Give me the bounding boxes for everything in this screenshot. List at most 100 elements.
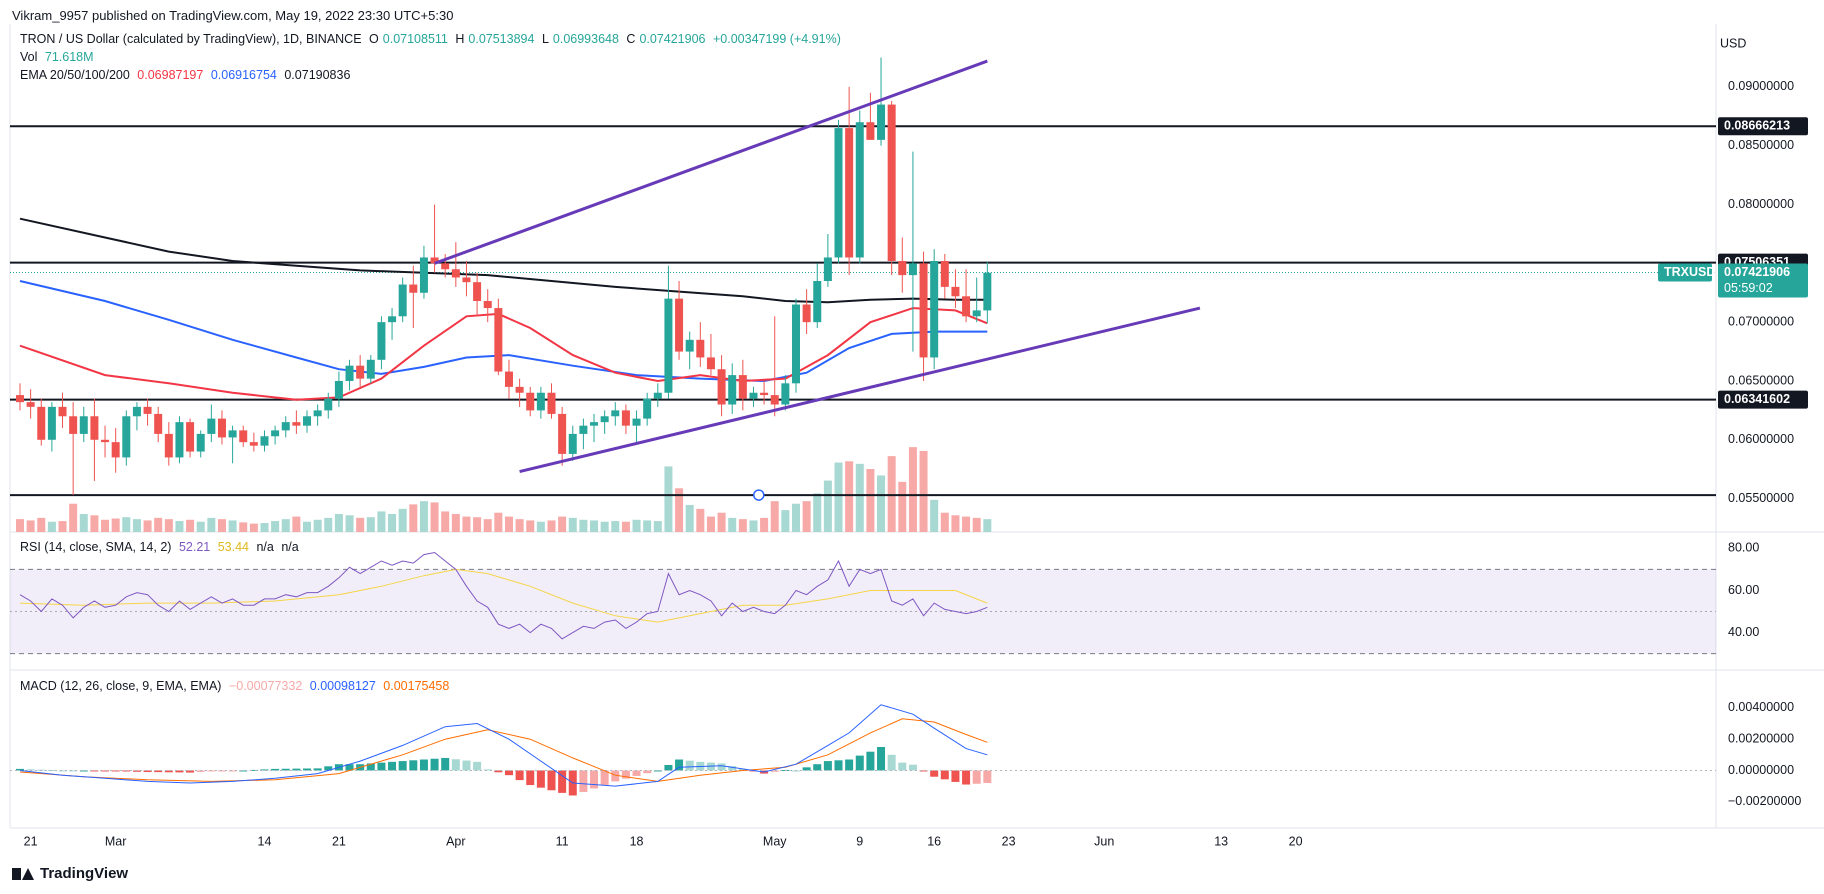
macd-hist-bar xyxy=(898,762,907,771)
volume-bar xyxy=(37,517,46,532)
macd-hist-bar xyxy=(621,770,630,779)
candle-body xyxy=(281,422,290,431)
candle-body xyxy=(90,416,99,440)
candle-body xyxy=(334,380,343,399)
macd-hist-bar xyxy=(249,769,258,771)
volume-bar xyxy=(441,511,450,532)
macd-hist-bar xyxy=(515,770,524,781)
macd-hist-bar xyxy=(164,770,173,773)
price-badge: 0.08666213 xyxy=(1724,118,1790,132)
volume-bar xyxy=(962,516,971,532)
macd-hist-bar xyxy=(377,762,386,771)
macd-hist-bar xyxy=(813,764,822,771)
candle-body xyxy=(430,257,439,264)
macd-hist-bar xyxy=(473,761,482,771)
volume-bar xyxy=(111,518,120,532)
macd-hist-bar xyxy=(877,747,886,771)
volume-layer xyxy=(16,447,992,532)
macd-hist-bar xyxy=(494,770,503,773)
volume-bar xyxy=(717,512,726,532)
macd-hist-bar xyxy=(547,770,556,791)
macd-hist-bar xyxy=(292,768,301,771)
candle-body xyxy=(728,375,737,405)
volume-bar xyxy=(16,519,24,532)
candle-body xyxy=(834,128,843,258)
price-tick: 0.05500000 xyxy=(1728,491,1794,505)
macd-hist-bar xyxy=(303,768,312,771)
macd-hist-bar xyxy=(685,760,694,771)
candle-body xyxy=(781,383,790,405)
volume-bar xyxy=(621,521,630,532)
footer-brand[interactable]: TradingView xyxy=(12,865,128,882)
macd-hist-bar xyxy=(738,768,747,771)
macd-hist-bar xyxy=(908,764,917,771)
volume-bar xyxy=(260,523,269,532)
volume-bar xyxy=(377,511,386,532)
time-tick: May xyxy=(763,834,787,848)
macd-hist-bar xyxy=(940,770,949,780)
candle-body xyxy=(122,416,131,458)
candle-body xyxy=(16,395,24,403)
tradingview-logo-icon xyxy=(12,867,34,880)
volume-bar xyxy=(823,480,832,532)
macd-hist-bar xyxy=(441,757,450,771)
candle-body xyxy=(568,433,577,454)
time-tick: 21 xyxy=(24,834,38,848)
candle-body xyxy=(462,277,471,283)
volume-bar xyxy=(600,521,609,532)
macd-hist-bar xyxy=(388,761,397,771)
macd-value: 0.00098127 xyxy=(309,679,376,693)
volume-bar xyxy=(90,515,99,532)
volume-bar xyxy=(207,517,216,532)
volume-bar xyxy=(398,508,407,532)
macd-hist-bar xyxy=(717,763,726,771)
macd-legend: MACD (12, 26, close, 9, EMA, EMA) −0.000… xyxy=(20,679,453,693)
volume-bar xyxy=(494,512,503,532)
macd-hist-bar xyxy=(79,770,88,772)
macd-hist-bar xyxy=(345,764,354,771)
candle-body xyxy=(866,122,875,140)
time-tick: 11 xyxy=(556,834,569,848)
candle-body xyxy=(760,392,769,396)
volume-bar xyxy=(526,520,535,532)
candle-body xyxy=(164,433,173,458)
candle-body xyxy=(494,308,503,372)
candle-body xyxy=(983,272,992,311)
volume-bar xyxy=(217,519,226,532)
candle-body xyxy=(940,261,949,287)
macd-hist-bar xyxy=(239,770,248,772)
price-badge-bg xyxy=(1718,117,1808,136)
time-tick: Jun xyxy=(1094,834,1114,848)
macd-hist-bar xyxy=(643,770,652,774)
volume-bar xyxy=(728,517,737,532)
candle-body xyxy=(271,430,280,437)
rsi-layer xyxy=(19,551,988,640)
candle-body xyxy=(600,416,609,423)
candle-body xyxy=(451,269,460,278)
volume-bar xyxy=(940,512,949,532)
volume-bar xyxy=(813,493,822,532)
macd-hist-bar xyxy=(58,770,67,772)
ema20-line xyxy=(19,307,988,401)
volume-bar xyxy=(324,517,333,532)
volume-bar xyxy=(462,516,471,532)
candle-body xyxy=(972,310,981,317)
published-by: Vikram_9957 published on TradingView.com… xyxy=(12,8,454,23)
volume-bar xyxy=(972,517,981,532)
candle-body xyxy=(962,296,971,317)
candle-body xyxy=(483,300,492,309)
last-price-badge: 0.07421906 xyxy=(1724,265,1790,279)
candle-body xyxy=(504,371,513,387)
candle-body xyxy=(324,398,333,411)
candle-body xyxy=(664,298,673,393)
volume-bar xyxy=(877,475,886,532)
volume-bar xyxy=(738,519,747,532)
price-countdown: 05:59:02 xyxy=(1724,281,1773,295)
price-tick: 0.08500000 xyxy=(1728,138,1794,152)
volume-bar xyxy=(356,517,365,532)
macd-line xyxy=(19,704,988,787)
volume-bar xyxy=(791,503,800,532)
candle-body xyxy=(228,430,237,438)
volume-bar xyxy=(834,462,843,532)
